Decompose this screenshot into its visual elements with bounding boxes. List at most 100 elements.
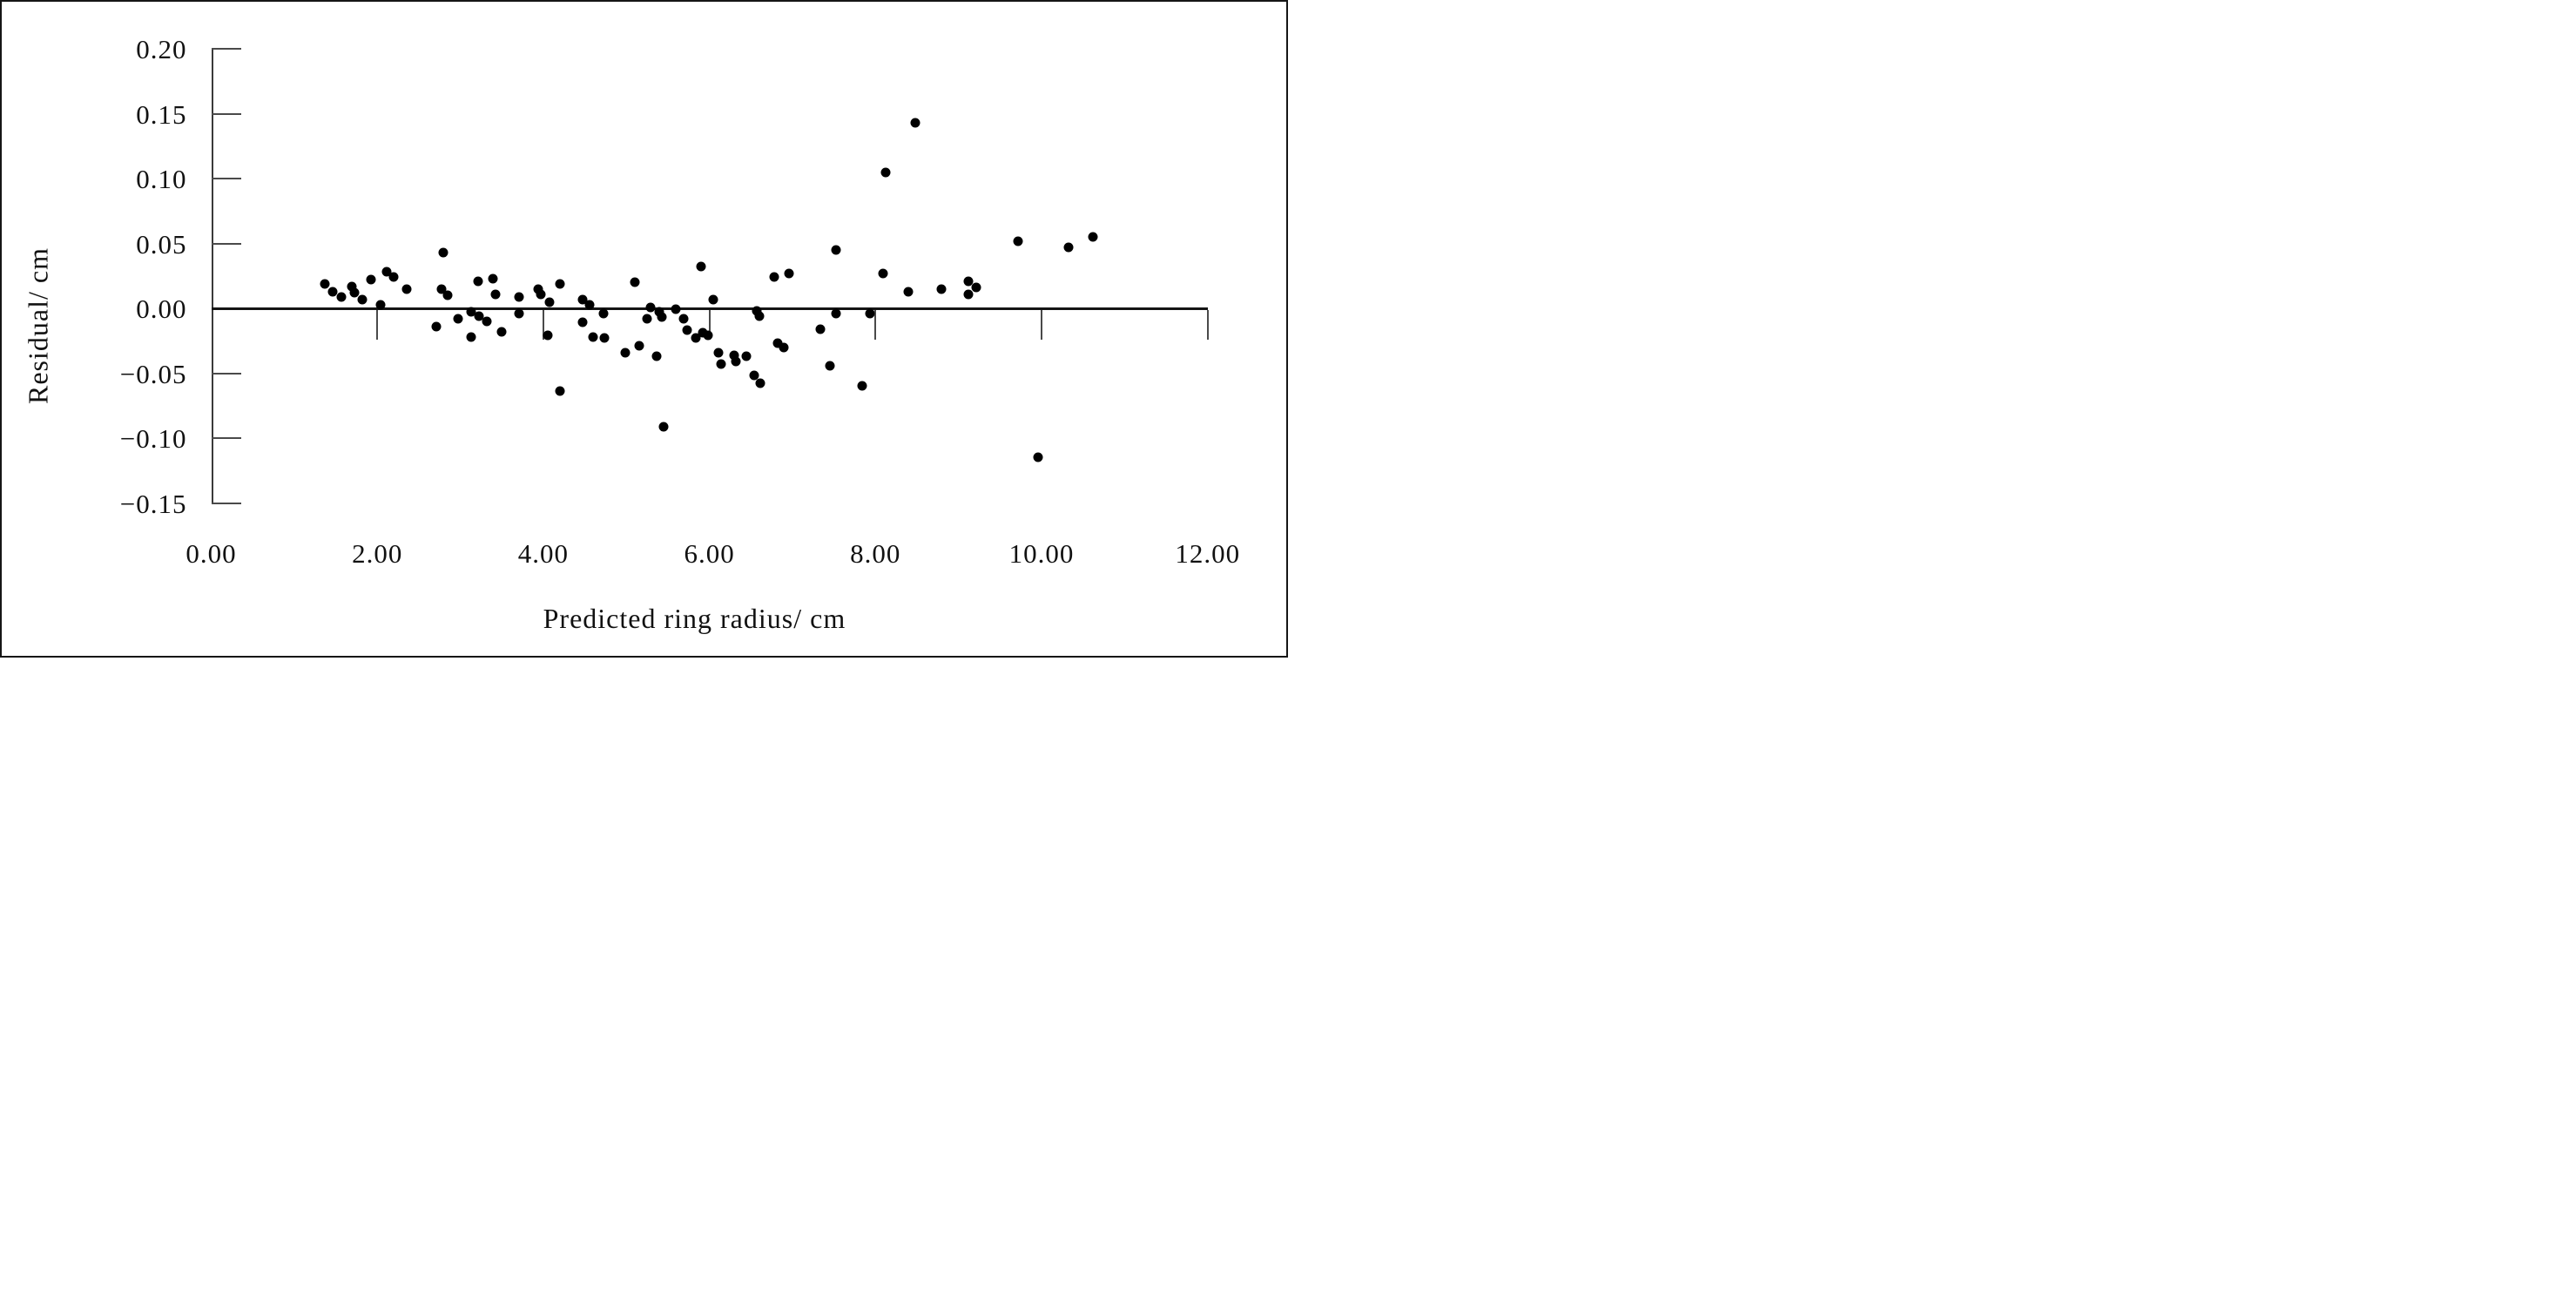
data-point [741, 351, 752, 361]
x-axis-tick [874, 310, 877, 340]
y-tick-label: −0.10 [119, 423, 187, 454]
data-point [831, 245, 841, 255]
data-point [431, 321, 442, 332]
x-axis-tick [1206, 310, 1209, 340]
data-point [544, 297, 555, 307]
x-tick-label: 6.00 [684, 538, 735, 569]
data-point [436, 284, 447, 294]
data-point [703, 330, 713, 341]
y-tick-label: −0.15 [119, 488, 187, 519]
x-tick-label: 8.00 [850, 538, 901, 569]
data-point [555, 386, 565, 396]
data-point [496, 327, 507, 337]
y-tick-label: 0.10 [136, 164, 187, 194]
data-point [474, 311, 484, 321]
x-axis-zero-line [211, 307, 1208, 310]
data-point [708, 294, 718, 305]
data-point [536, 289, 546, 300]
data-point [533, 284, 543, 294]
data-point [381, 267, 392, 277]
y-tick-label: 0.20 [136, 34, 187, 64]
data-point [1013, 236, 1023, 246]
data-point [388, 272, 399, 282]
data-point [466, 307, 476, 317]
data-point [599, 333, 610, 343]
data-point [453, 314, 463, 324]
y-axis-tick [211, 112, 241, 115]
y-tick-label: 0.05 [136, 228, 187, 260]
data-point [514, 292, 524, 302]
data-point [769, 272, 779, 282]
data-point [878, 268, 888, 279]
data-point [825, 361, 835, 371]
data-point [634, 341, 644, 351]
x-tick-label: 12.00 [1175, 538, 1241, 569]
residual-plot-figure: Residual/ cm Predicted ring radius/ cm 0… [0, 0, 1288, 658]
y-axis-tick [211, 178, 241, 179]
data-point [772, 338, 783, 348]
x-axis-tick [376, 310, 379, 340]
y-axis-tick [211, 242, 241, 245]
data-point [831, 308, 841, 319]
data-point [620, 348, 631, 358]
data-point [657, 312, 667, 322]
data-point [514, 308, 524, 319]
data-point [555, 279, 565, 289]
data-point [654, 307, 664, 317]
data-point [784, 268, 794, 279]
data-point [698, 327, 708, 338]
data-point [903, 287, 914, 297]
data-point [671, 304, 681, 314]
x-tick-label: 2.00 [352, 538, 403, 569]
data-point [375, 300, 386, 310]
data-point [749, 370, 759, 381]
data-point [645, 302, 656, 312]
data-point [716, 359, 726, 369]
data-point [865, 308, 875, 319]
y-axis-tick [211, 372, 241, 375]
data-point [401, 284, 412, 294]
data-point [488, 273, 498, 284]
data-point [691, 333, 701, 343]
data-point [584, 300, 595, 310]
data-point [366, 274, 376, 285]
x-axis-tick [1041, 310, 1042, 340]
data-point [754, 311, 765, 321]
x-axis-tick [542, 310, 544, 340]
data-point [336, 292, 347, 302]
data-point [442, 290, 453, 300]
data-point [752, 306, 762, 316]
y-tick-label: 0.00 [136, 294, 187, 324]
x-tick-label: 4.00 [517, 538, 570, 569]
data-point [1088, 232, 1098, 242]
data-point [577, 294, 588, 305]
data-point [1033, 452, 1043, 462]
data-point [473, 276, 483, 287]
data-point [588, 332, 598, 342]
data-point [347, 281, 357, 292]
data-point [482, 316, 492, 327]
data-point [713, 348, 724, 358]
data-point [1063, 242, 1073, 253]
data-point [543, 330, 553, 341]
x-tick-label: 10.00 [1008, 538, 1075, 569]
x-axis-tick [708, 310, 711, 340]
data-point [327, 287, 338, 297]
data-point [320, 279, 330, 289]
y-axis-title: Residual/ cm [22, 247, 54, 404]
data-point [731, 356, 741, 367]
y-axis-tick [211, 437, 241, 439]
data-point [678, 314, 689, 324]
x-tick-label: 0.00 [185, 538, 237, 569]
data-point [490, 289, 501, 300]
data-point [936, 284, 947, 294]
data-point [815, 324, 826, 334]
data-point [357, 294, 368, 305]
data-point [577, 317, 588, 327]
data-point [755, 378, 765, 388]
data-point [642, 314, 652, 324]
x-axis-title: Predicted ring radius/ cm [543, 603, 846, 634]
data-point [857, 381, 867, 391]
data-point [658, 422, 669, 432]
data-point [438, 247, 448, 258]
